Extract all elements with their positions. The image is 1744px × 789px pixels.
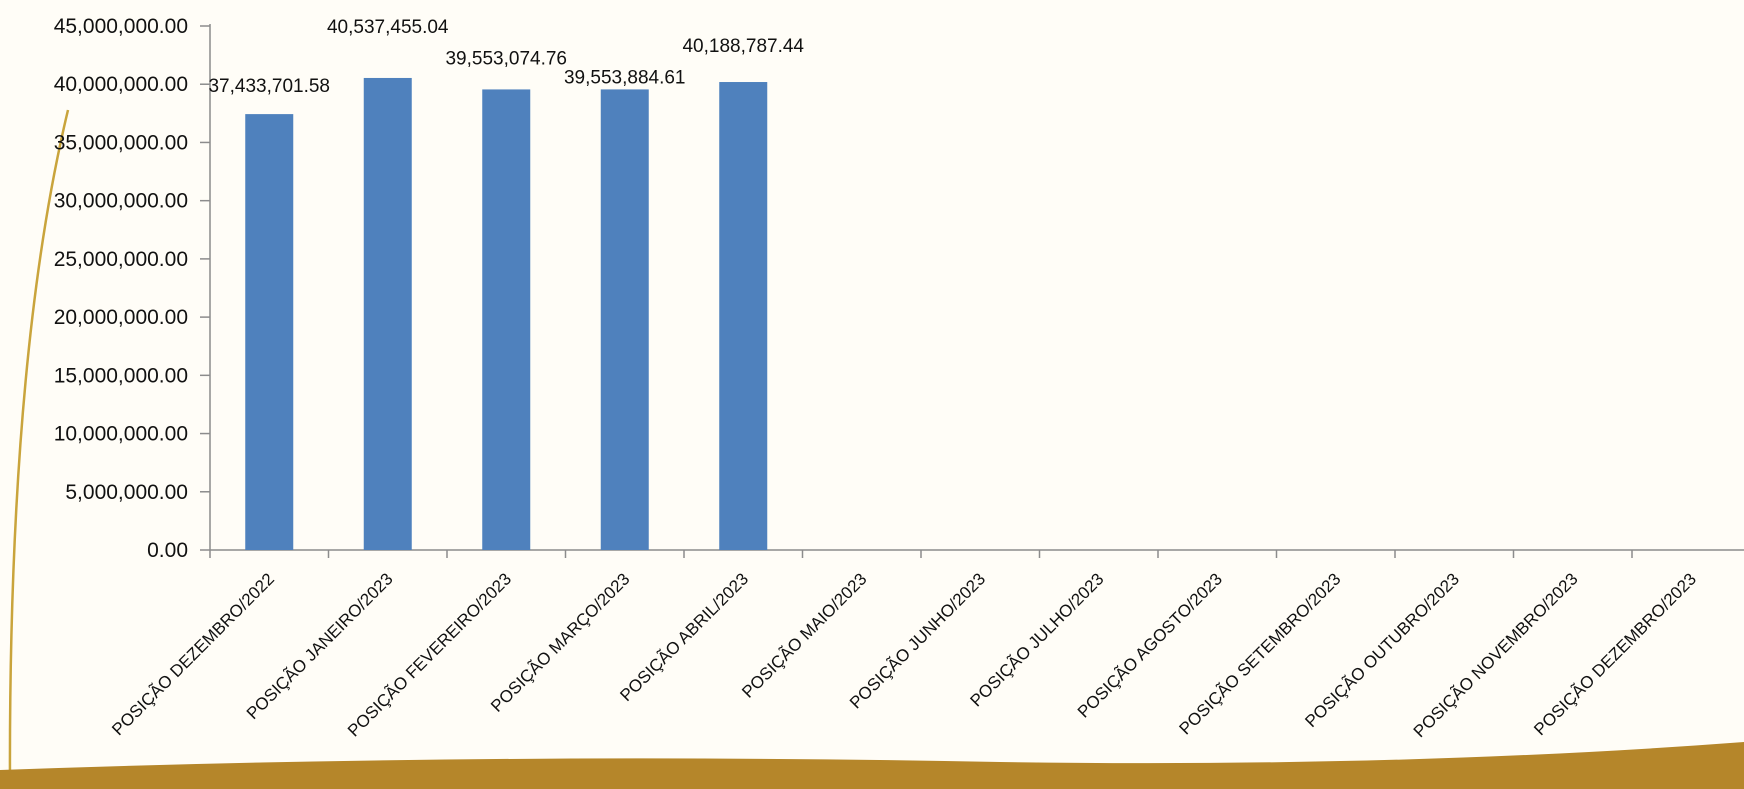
bars: [245, 77, 768, 550]
frame-band-bottom: [0, 742, 1744, 789]
data-label: 39,553,074.76: [445, 48, 567, 69]
x-tick-label: POSIÇÃO ABRIL/2023: [616, 569, 752, 705]
bar: [719, 82, 768, 550]
y-tick-label: 15,000,000.00: [54, 364, 188, 387]
y-tick-label: 0.00: [147, 539, 188, 562]
y-tick-label: 45,000,000.00: [54, 15, 188, 38]
x-tick-label: POSIÇÃO JUNHO/2023: [846, 569, 989, 712]
y-tick-label: 35,000,000.00: [54, 131, 188, 154]
bar: [600, 89, 649, 550]
x-tick-label: POSIÇÃO MAIO/2023: [738, 569, 870, 701]
axes: [200, 24, 1744, 558]
labels: 0.00 5,000,000.00 10,000,000.00 15,000,000.…: [54, 15, 1700, 741]
bar: [363, 77, 412, 550]
decorative-frame: [0, 109, 1744, 789]
y-tick-label: 25,000,000.00: [54, 248, 188, 271]
y-tick-label: 30,000,000.00: [54, 190, 188, 213]
data-label: 37,433,701.58: [208, 76, 330, 97]
y-tick-label: 10,000,000.00: [54, 423, 188, 446]
data-label: 39,553,884.61: [564, 67, 686, 88]
bar: [482, 89, 531, 550]
x-tick-label: POSIÇÃO JULHO/2023: [967, 569, 1108, 710]
y-tick-label: 5,000,000.00: [65, 481, 188, 504]
bar: [245, 114, 294, 550]
data-label: 40,188,787.44: [682, 36, 804, 57]
x-tick-label: POSIÇÃO MARÇO/2023: [487, 569, 633, 715]
y-tick-label: 20,000,000.00: [54, 306, 188, 329]
data-label: 40,537,455.04: [327, 17, 449, 38]
frame-curve-left: [8, 109, 70, 789]
y-tick-label: 40,000,000.00: [54, 73, 188, 96]
